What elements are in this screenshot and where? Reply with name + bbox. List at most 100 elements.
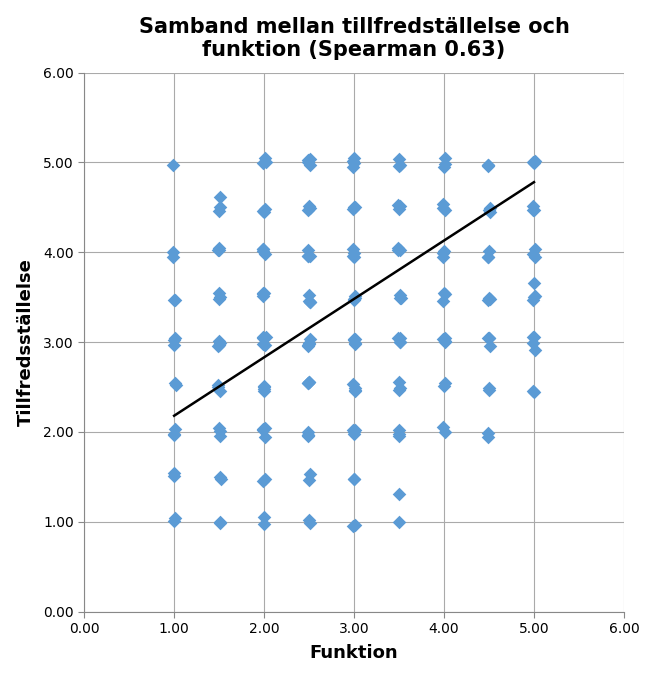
Point [349, 251, 359, 262]
Point [438, 422, 448, 433]
Point [215, 385, 225, 396]
Point [258, 206, 269, 217]
Point [169, 334, 180, 345]
Point [348, 379, 359, 390]
Point [395, 245, 405, 256]
Point [215, 206, 225, 217]
Point [171, 380, 181, 390]
Point [303, 289, 314, 300]
Point [259, 422, 270, 433]
Point [529, 155, 540, 166]
Point [304, 297, 315, 308]
Point [348, 251, 359, 262]
Point [303, 430, 314, 441]
Point [350, 383, 360, 394]
Point [438, 251, 449, 262]
Point [348, 247, 359, 258]
Point [304, 337, 314, 348]
Point [302, 378, 313, 389]
Point [528, 332, 539, 343]
Point [215, 517, 226, 528]
Point [348, 162, 359, 172]
Point [215, 473, 226, 484]
Point [304, 338, 314, 349]
Point [394, 430, 404, 441]
Point [304, 334, 315, 345]
Point [169, 294, 180, 305]
Point [215, 192, 225, 203]
Point [485, 202, 495, 213]
Point [529, 204, 540, 215]
Point [484, 333, 495, 344]
Point [394, 160, 405, 171]
Point [528, 386, 539, 397]
Point [305, 517, 316, 528]
Point [482, 428, 493, 439]
Point [438, 198, 449, 209]
Point [302, 340, 313, 350]
Point [527, 295, 538, 306]
Point [529, 386, 539, 397]
Point [528, 249, 539, 260]
Point [484, 385, 495, 396]
Point [394, 384, 404, 395]
Point [438, 333, 448, 344]
Point [483, 431, 493, 442]
Point [348, 244, 358, 255]
Point [303, 155, 314, 166]
Point [258, 291, 268, 301]
Point [350, 339, 360, 350]
Point [485, 341, 495, 352]
Point [305, 202, 316, 213]
Point [483, 160, 493, 170]
Point [395, 292, 405, 303]
Point [394, 516, 405, 527]
Point [483, 160, 493, 170]
Point [168, 251, 178, 262]
Point [349, 294, 359, 305]
Point [258, 425, 268, 436]
Point [169, 515, 180, 526]
Point [483, 204, 494, 215]
Point [529, 344, 540, 355]
Point [350, 424, 361, 435]
Point [349, 201, 359, 212]
Point [304, 377, 314, 388]
Point [302, 204, 313, 215]
Point [396, 293, 406, 304]
Point [260, 332, 271, 343]
Point [258, 243, 268, 254]
Point [528, 158, 539, 168]
Point [259, 431, 270, 442]
Point [349, 334, 359, 345]
Point [258, 332, 268, 343]
Point [483, 333, 493, 344]
Point [304, 251, 315, 261]
Point [258, 287, 269, 298]
Point [215, 337, 226, 348]
Point [214, 287, 224, 298]
Point [167, 160, 178, 170]
Point [214, 293, 224, 304]
Point [394, 337, 405, 348]
Point [440, 289, 450, 299]
Point [213, 244, 223, 255]
Point [529, 291, 540, 301]
Point [169, 424, 180, 435]
Point [259, 474, 270, 485]
Point [349, 427, 359, 438]
X-axis label: Funktion: Funktion [310, 644, 398, 662]
Point [258, 381, 269, 392]
Point [349, 158, 359, 168]
Point [395, 160, 405, 170]
Point [440, 158, 450, 169]
Point [258, 338, 268, 349]
Point [439, 246, 449, 257]
Point [169, 430, 179, 441]
Point [393, 243, 403, 254]
Point [438, 202, 448, 213]
Point [169, 428, 179, 439]
Point [302, 430, 313, 441]
Point [394, 204, 405, 215]
Point [304, 475, 315, 486]
